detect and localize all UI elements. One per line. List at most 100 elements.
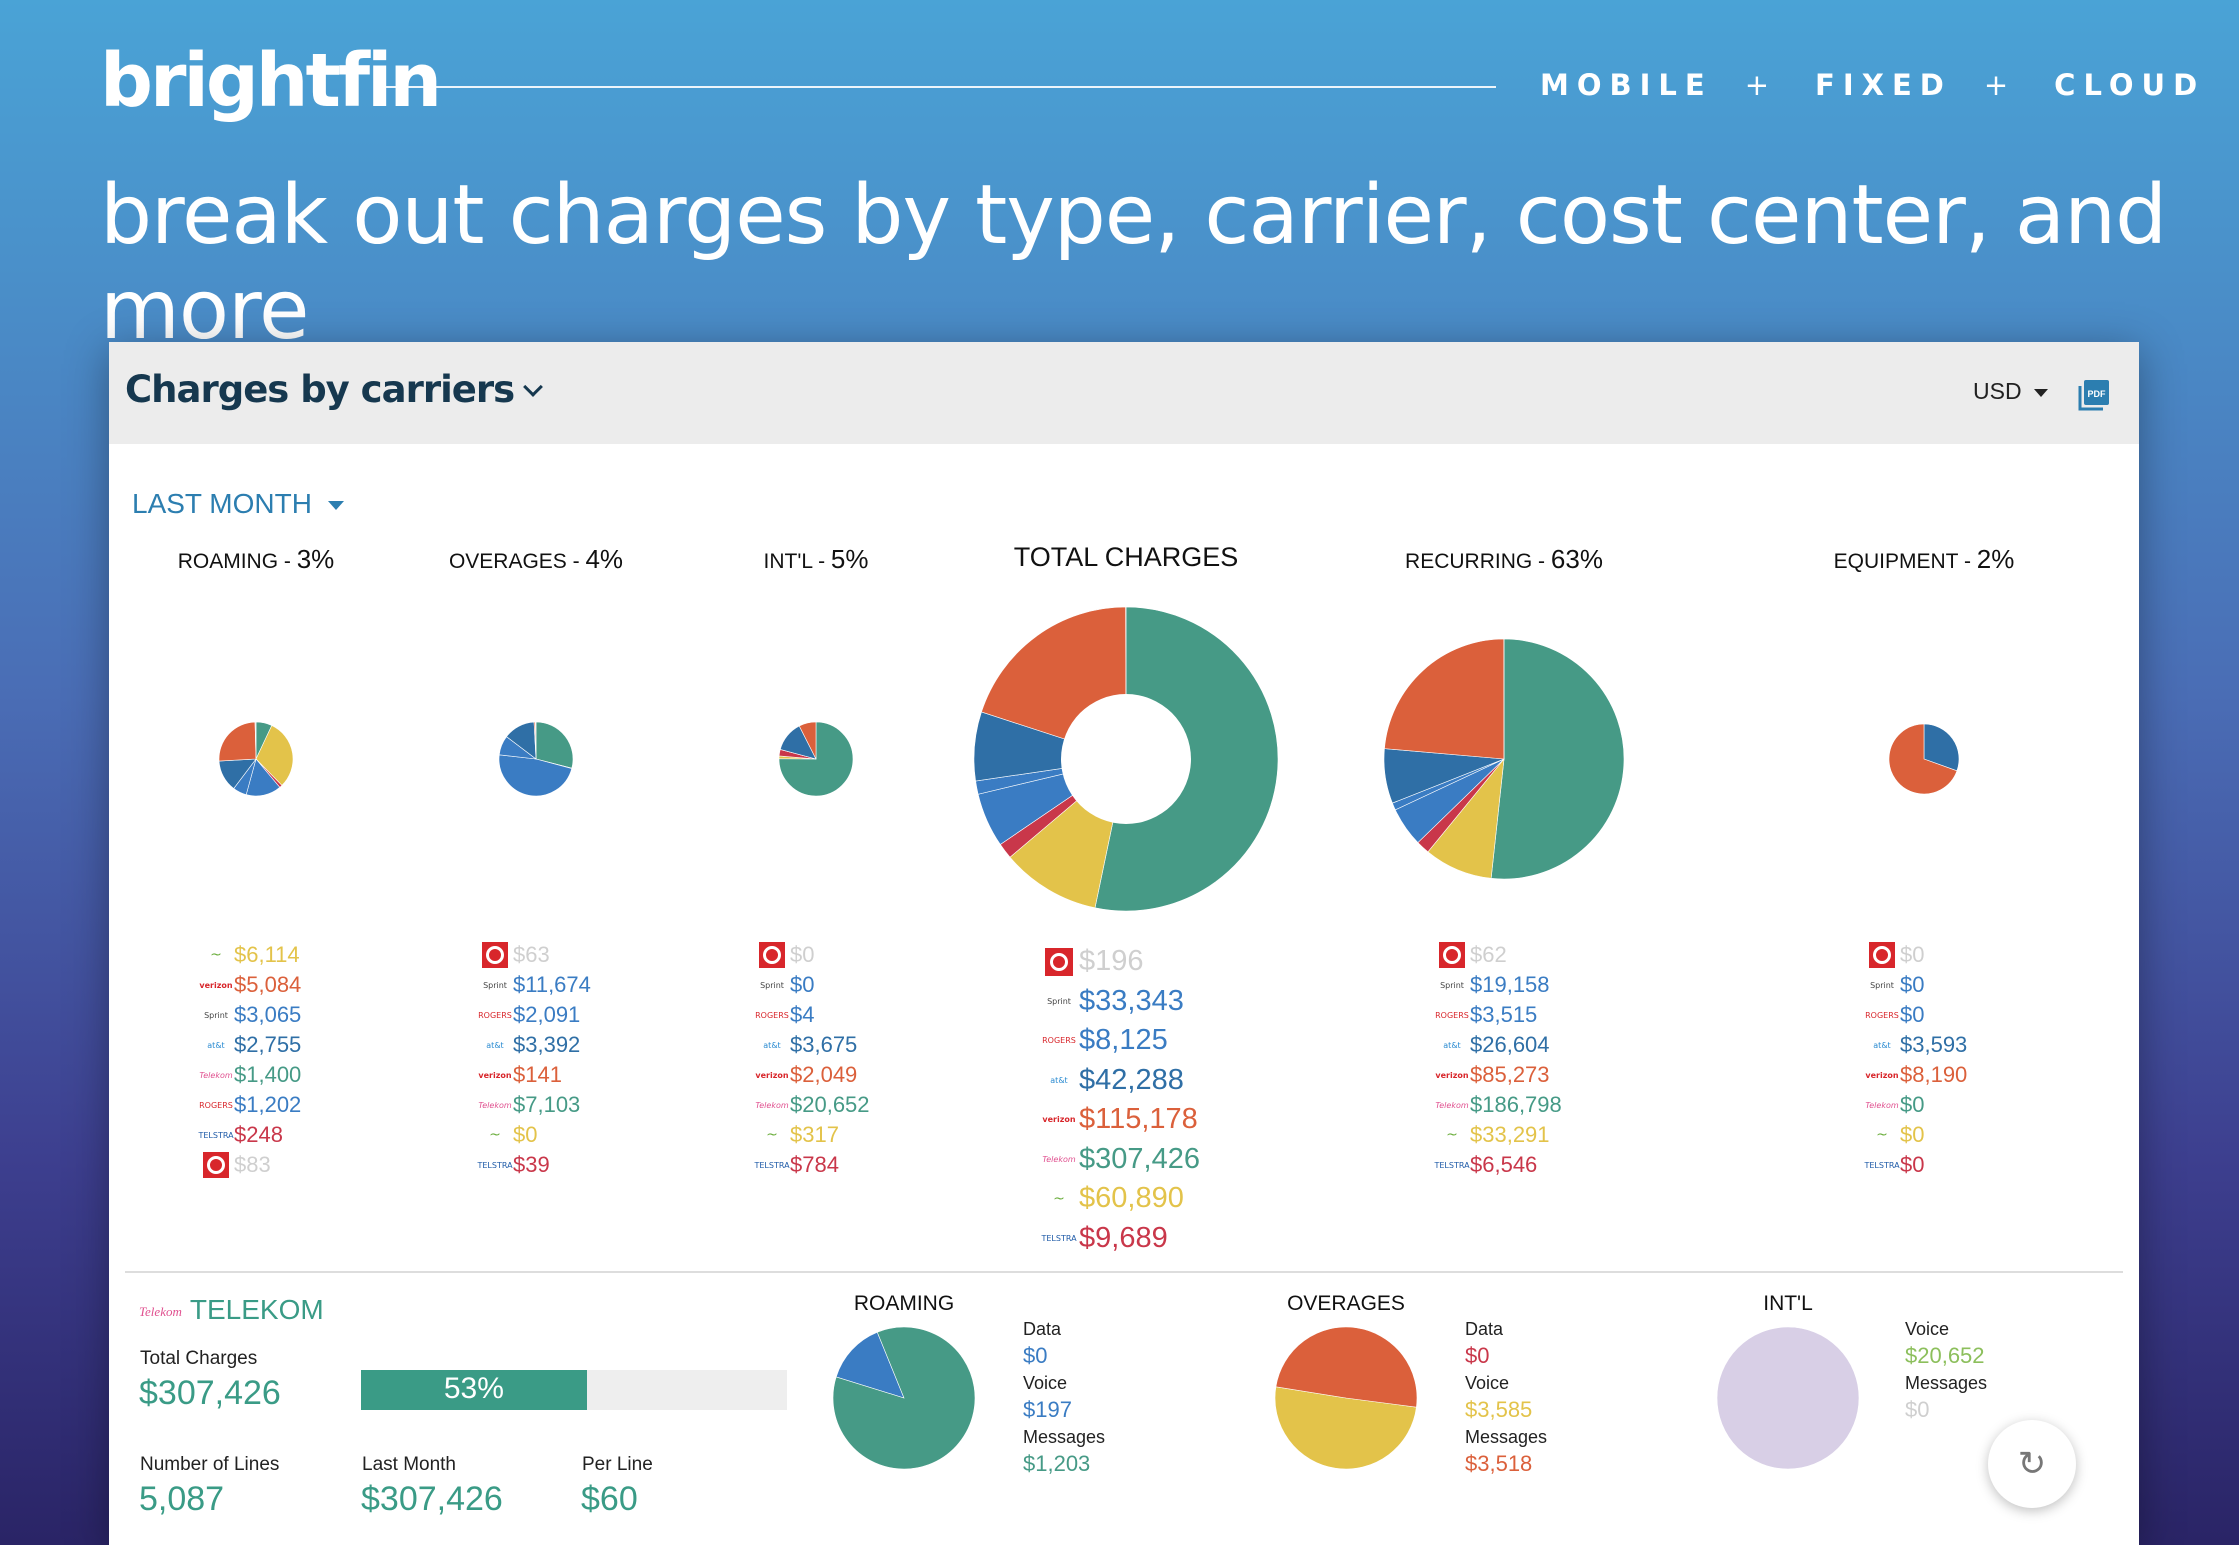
legend-item[interactable]: ~ $33,291 xyxy=(1438,1120,1562,1150)
legend-item[interactable]: Sprint $11,674 xyxy=(481,970,591,1000)
legend-item[interactable]: $196 xyxy=(1043,942,1200,982)
legend-item[interactable]: ~ $317 xyxy=(758,1120,870,1150)
legend-item[interactable]: TELSTRA $248 xyxy=(198,1120,301,1150)
pie-slice-at-t[interactable] xyxy=(1923,723,1960,772)
legend-item[interactable]: at&t $3,675 xyxy=(758,1030,870,1060)
legend-item[interactable]: TELSTRA $9,689 xyxy=(1041,1219,1200,1259)
breakdown-value: $0 xyxy=(1023,1343,1048,1368)
category-percent: 63% xyxy=(1550,544,1603,574)
legend-item[interactable]: Telekom $307,426 xyxy=(1042,1140,1200,1180)
pie-slice-telstra-t[interactable] xyxy=(255,725,294,786)
legend-item[interactable]: Sprint $0 xyxy=(1868,970,1967,1000)
legend-item[interactable]: ROGERS $4 xyxy=(755,1000,870,1030)
legend-value: $0 xyxy=(1900,942,1925,967)
brightfin-logo[interactable]: brightfin xyxy=(100,38,442,124)
legend-item[interactable]: ROGERS $1,202 xyxy=(199,1090,301,1120)
legend-item[interactable]: at&t $3,593 xyxy=(1868,1030,1967,1060)
nav-cloud[interactable]: CLOUD xyxy=(2054,68,2206,102)
total-charges-value: $307,426 xyxy=(139,1374,281,1412)
breakdown-value: $3,518 xyxy=(1465,1451,1533,1476)
pie-slice-verizon[interactable] xyxy=(218,721,257,762)
pie-slice-vodafone[interactable] xyxy=(535,721,537,760)
pie-slice-verizon[interactable] xyxy=(798,721,817,760)
legend-item[interactable]: Telekom $186,798 xyxy=(1435,1090,1561,1120)
legend-item[interactable]: Telekom $7,103 xyxy=(478,1090,591,1120)
pie-chart-total[interactable] xyxy=(972,605,1280,913)
legend-item[interactable]: ROGERS $2,091 xyxy=(478,1000,591,1030)
pdf-export-icon[interactable]: PDF xyxy=(2077,378,2111,412)
pie-slice-vodafone[interactable] xyxy=(254,721,257,760)
legend-item[interactable]: $62 xyxy=(1438,940,1562,970)
pie-slice-voice[interactable] xyxy=(835,1331,905,1399)
legend-item[interactable]: Sprint $3,065 xyxy=(202,1000,301,1030)
legend-item[interactable]: $0 xyxy=(758,940,870,970)
pie-slice-messages[interactable] xyxy=(1275,1326,1418,1408)
legend-item[interactable]: ROGERS $0 xyxy=(1865,1000,1967,1030)
legend-value: $26,604 xyxy=(1470,1032,1550,1057)
legend-item[interactable]: Sprint $33,343 xyxy=(1043,982,1200,1022)
legend-item[interactable]: ~ $0 xyxy=(481,1120,591,1150)
legend-item[interactable]: at&t $42,288 xyxy=(1043,1061,1200,1101)
pie-chart-overages[interactable] xyxy=(497,720,575,798)
legend-item[interactable]: ~ $6,114 xyxy=(202,940,301,970)
pie-slice-telekom[interactable] xyxy=(535,721,574,769)
currency-select[interactable]: USD xyxy=(1973,378,2048,405)
legend-item[interactable]: TELSTRA $6,546 xyxy=(1434,1150,1562,1180)
refresh-button[interactable]: ↻ xyxy=(1988,1420,2076,1508)
vodafone-logo-icon xyxy=(758,942,786,968)
pie-slice-telekom[interactable] xyxy=(1490,638,1625,880)
pie-chart-equipment[interactable] xyxy=(1887,722,1961,796)
legend-item[interactable]: verizon $8,190 xyxy=(1865,1060,1967,1090)
legend-item[interactable]: TELSTRA $784 xyxy=(754,1150,870,1180)
breakdown-pie-overages[interactable] xyxy=(1273,1325,1419,1471)
pie-slice-sprint[interactable] xyxy=(498,754,573,797)
legend-item[interactable]: verizon $141 xyxy=(478,1060,591,1090)
legend-item[interactable]: ~ $60,890 xyxy=(1043,1179,1200,1219)
legend-item[interactable]: verizon $2,049 xyxy=(755,1060,870,1090)
legend-item[interactable]: $63 xyxy=(481,940,591,970)
pie-slice-voice[interactable] xyxy=(1716,1326,1860,1470)
legend-item[interactable]: Telekom $1,400 xyxy=(199,1060,301,1090)
legend-item[interactable]: at&t $3,392 xyxy=(481,1030,591,1060)
breakdown-pie-roaming[interactable] xyxy=(831,1325,977,1471)
pie-slice-verizon[interactable] xyxy=(1888,723,1958,795)
category-label: ROAMING - xyxy=(177,550,297,573)
breakdown-pie-intl[interactable] xyxy=(1715,1325,1861,1471)
legend-item[interactable]: ROGERS $3,515 xyxy=(1435,1000,1562,1030)
legend-item[interactable]: $83 xyxy=(202,1150,301,1180)
legend-item[interactable]: at&t $2,755 xyxy=(202,1030,301,1060)
nav-mobile[interactable]: MOBILE xyxy=(1540,68,1713,102)
legend-total: $196 Sprint $33,343 ROGERS $8,125 at&t $42,288… xyxy=(1041,942,1200,1259)
nav-fixed[interactable]: FIXED xyxy=(1815,68,1952,102)
sprint-logo-icon: Sprint xyxy=(1870,980,1894,990)
category-title-overages: OVERAGES - 4% xyxy=(449,544,623,575)
legend-item[interactable]: ROGERS $8,125 xyxy=(1042,1021,1200,1061)
legend-item[interactable]: Sprint $19,158 xyxy=(1438,970,1562,1000)
legend-item[interactable]: verizon $85,273 xyxy=(1435,1060,1562,1090)
last-month-label: Last Month xyxy=(362,1454,456,1475)
telstra-logo-icon: TELSTRA xyxy=(1041,1233,1077,1243)
telstra-t-logo-icon: ~ xyxy=(210,947,222,963)
legend-value: $196 xyxy=(1079,945,1144,978)
legend-item[interactable]: Telekom $0 xyxy=(1865,1090,1967,1120)
legend-item[interactable]: $0 xyxy=(1868,940,1967,970)
report-selector[interactable]: Charges by carriers xyxy=(125,368,544,411)
period-dropdown[interactable]: LAST MONTH xyxy=(132,488,344,520)
pie-chart-intl[interactable] xyxy=(777,720,855,798)
pie-slice-voice[interactable] xyxy=(1274,1386,1417,1470)
legend-item[interactable]: verizon $115,178 xyxy=(1042,1100,1200,1140)
legend-item[interactable]: TELSTRA $39 xyxy=(477,1150,591,1180)
pie-chart-recurring[interactable] xyxy=(1382,637,1626,881)
legend-item[interactable]: Sprint $0 xyxy=(758,970,870,1000)
legend-item[interactable]: verizon $5,084 xyxy=(199,970,301,1000)
pie-slice-messages[interactable] xyxy=(832,1326,976,1470)
legend-value: $115,178 xyxy=(1079,1103,1198,1136)
pie-slice-verizon[interactable] xyxy=(1384,638,1505,760)
legend-item[interactable]: at&t $26,604 xyxy=(1438,1030,1562,1060)
legend-item[interactable]: TELSTRA $0 xyxy=(1864,1150,1967,1180)
legend-item[interactable]: Telekom $20,652 xyxy=(755,1090,869,1120)
legend-item[interactable]: ~ $0 xyxy=(1868,1120,1967,1150)
pie-chart-roaming[interactable] xyxy=(217,720,295,798)
legend-value: $2,049 xyxy=(790,1062,858,1087)
pie-slice-telekom[interactable] xyxy=(778,721,854,797)
